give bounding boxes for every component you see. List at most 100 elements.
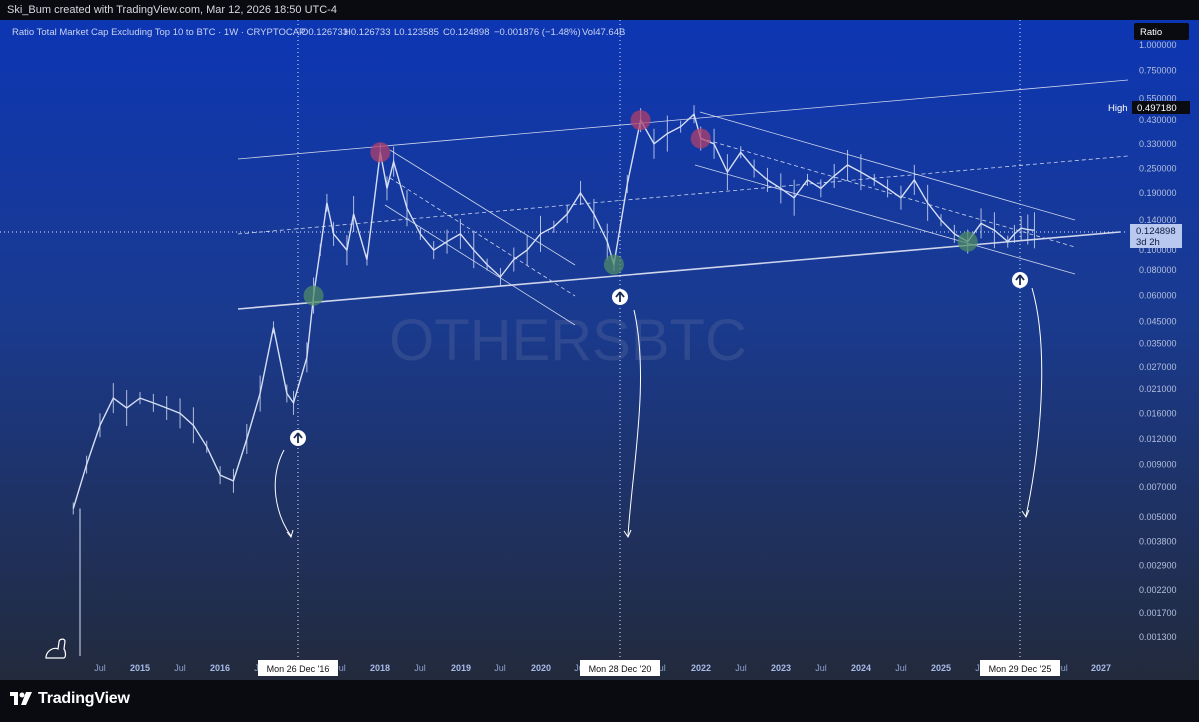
y-tick-label: 0.045000 <box>1139 316 1177 326</box>
y-tick-label: 0.012000 <box>1139 434 1177 444</box>
curved-arrowhead-2016 <box>286 529 294 539</box>
curved-arrow-2020 <box>627 309 642 537</box>
y-tick-label: 0.027000 <box>1139 362 1177 372</box>
y-tick-label: 0.002900 <box>1139 561 1177 571</box>
time-axis[interactable]: Jul 2015 Jul 2016 Jul Jul 2018 Jul 2019 Jul 2020 Ju… <box>94 660 1111 676</box>
y-tick-label: 0.330000 <box>1139 139 1177 149</box>
credit-text: Ski_Bum created with TradingView.com, Ma… <box>7 4 337 16</box>
x-tick-label: Jul <box>414 663 426 673</box>
current-price-value: 0.124898 <box>1136 226 1176 237</box>
y-tick-label: 0.001700 <box>1139 608 1177 618</box>
trough-marker <box>603 254 624 275</box>
y-tick-label: 0.190000 <box>1139 188 1177 198</box>
y-tick-label: 1.000000 <box>1139 40 1177 50</box>
peak-trough-markers <box>303 110 978 306</box>
ratio-scale-label[interactable]: Ratio <box>1140 27 1162 38</box>
peak-marker <box>630 110 651 131</box>
x-tick-label: 2020 <box>531 663 551 673</box>
y-tick-label: 0.250000 <box>1139 163 1177 173</box>
trough-marker <box>957 231 978 252</box>
x-tick-label: 2023 <box>771 663 791 673</box>
x-tick-label: Jul <box>94 663 106 673</box>
legend-volume: Vol47.64B <box>582 27 625 38</box>
chart-area[interactable]: Ratio Total Market Cap Excluding Top 10 … <box>0 20 1199 680</box>
legend-change: −0.001876 (−1.48%) <box>494 27 581 38</box>
x-highlight-box <box>258 660 338 676</box>
x-tick-label: Jul <box>334 663 346 673</box>
price-chart[interactable]: Ratio Total Market Cap Excluding Top 10 … <box>0 20 1199 680</box>
x-tick-label: Jul <box>1056 663 1068 673</box>
price-line <box>72 112 1035 509</box>
y-tick-label: 0.140000 <box>1139 215 1177 225</box>
chart-background <box>0 20 1199 680</box>
y-tick-label: 0.003800 <box>1139 536 1177 546</box>
x-tick-label: 2025 <box>931 663 951 673</box>
down-channel-lower <box>694 164 1076 275</box>
x-highlight-label: Mon 28 Dec '20 <box>589 664 652 674</box>
arrow-up-glyph-2020 <box>615 291 625 302</box>
legend-low: L0.123585 <box>394 27 439 38</box>
down-channel-upper <box>699 111 1076 221</box>
x-tick-label: Jul <box>815 663 827 673</box>
x-tick-label: 2024 <box>851 663 871 673</box>
legend-open: O0.126733 <box>301 27 348 38</box>
y-tick-label: 0.007000 <box>1139 482 1177 492</box>
x-highlight-label: Mon 26 Dec '16 <box>267 664 330 674</box>
peak-marker <box>690 128 711 149</box>
legend-close: C0.124898 <box>443 27 489 38</box>
y-tick-label: 0.035000 <box>1139 339 1177 349</box>
curved-arrow-2025 <box>1025 287 1043 517</box>
x-tick-label: 2015 <box>130 663 150 673</box>
high-price-marker: High 0.497180 <box>1108 101 1190 114</box>
x-tick-label: 2019 <box>451 663 471 673</box>
x-tick-label: 2027 <box>1091 663 1111 673</box>
y-tick-label: 0.002200 <box>1139 585 1177 595</box>
x-tick-label: 2022 <box>691 663 711 673</box>
bear2018-channel-lower <box>384 204 576 326</box>
symbol-watermark: OTHERSBTC <box>389 308 747 373</box>
tradingview-brand: TradingView <box>38 690 130 707</box>
high-marker-label: High <box>1108 103 1128 114</box>
trough-marker <box>303 285 324 306</box>
price-axis[interactable]: 1.000000 0.750000 0.550000 0.430000 0.330000… <box>1139 40 1177 642</box>
y-tick-label: 0.100000 <box>1139 245 1177 255</box>
high-marker-value: 0.497180 <box>1137 103 1177 114</box>
credit-bar: Ski_Bum created with TradingView.com, Ma… <box>0 0 1199 20</box>
bear2018-channel-mid <box>389 177 576 297</box>
dino-icon <box>45 638 67 659</box>
tradingview-logo[interactable]: TradingView <box>10 690 130 708</box>
current-price-countdown: 3d 2h <box>1136 237 1160 248</box>
x-tick-label: Jul <box>735 663 747 673</box>
arrow-up-glyph-2016 <box>293 432 303 443</box>
x-tick-label: Jul <box>174 663 186 673</box>
y-tick-label: 0.016000 <box>1139 408 1177 418</box>
y-tick-label: 0.001300 <box>1139 632 1177 642</box>
mid-channel-line <box>237 155 1129 235</box>
bear2018-channel-upper <box>389 149 576 266</box>
y-tick-label: 0.550000 <box>1139 93 1177 103</box>
x-tick-label: Jul <box>494 663 506 673</box>
y-tick-label: 0.750000 <box>1139 66 1177 76</box>
legend-symbol: Ratio Total Market Cap Excluding Top 10 … <box>12 27 305 38</box>
x-highlight-box <box>580 660 660 676</box>
down-channel-mid <box>699 137 1076 248</box>
y-tick-label: 0.430000 <box>1139 115 1177 125</box>
footer-bar: TradingView <box>0 680 1199 722</box>
y-tick-label: 0.021000 <box>1139 384 1177 394</box>
annotation-arrows <box>274 272 1043 539</box>
x-tick-label: 2016 <box>210 663 230 673</box>
tradingview-logo-icon <box>10 692 32 705</box>
x-tick-label: Jul <box>895 663 907 673</box>
y-tick-label: 0.005000 <box>1139 512 1177 522</box>
y-tick-label: 0.080000 <box>1139 265 1177 275</box>
curved-arrow-2016 <box>274 449 292 537</box>
ratio-scale-button[interactable]: Ratio <box>1134 23 1189 40</box>
y-tick-label: 0.009000 <box>1139 460 1177 470</box>
x-tick-label: 2018 <box>370 663 390 673</box>
curved-arrowhead-2020 <box>623 529 632 539</box>
arrow-up-glyph-2025 <box>1015 274 1025 285</box>
legend-high: H0.126733 <box>344 27 390 38</box>
y-tick-label: 0.060000 <box>1139 291 1177 301</box>
peak-marker <box>370 142 391 163</box>
x-highlight-box <box>980 660 1060 676</box>
